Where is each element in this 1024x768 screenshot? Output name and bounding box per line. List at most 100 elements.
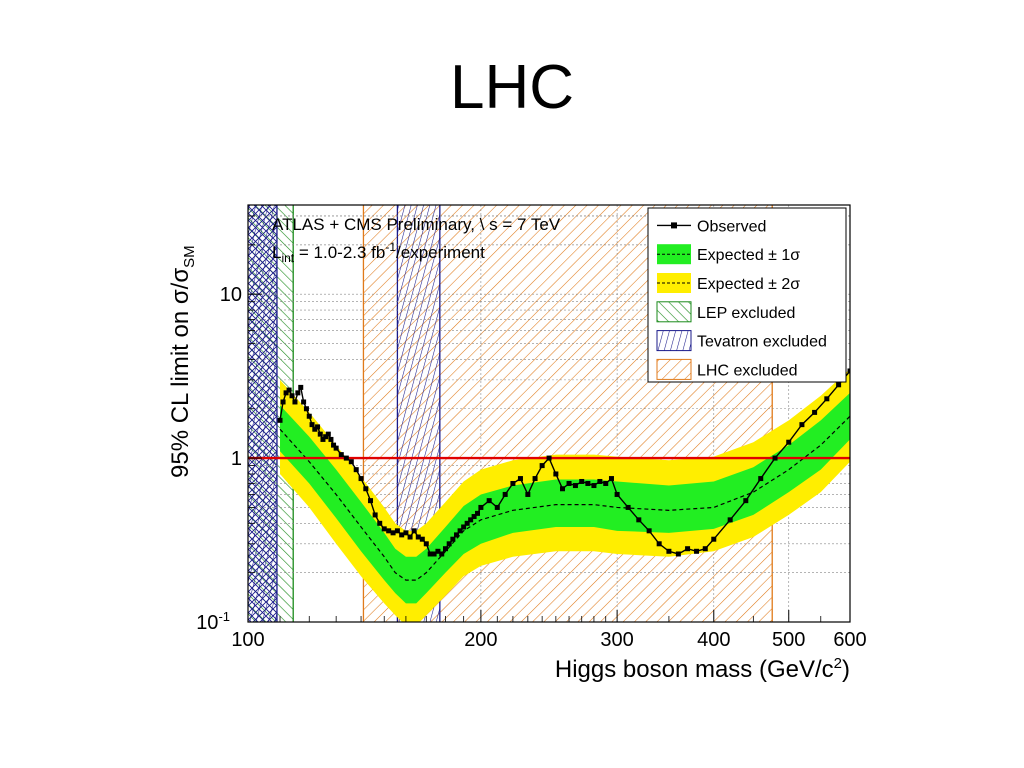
y-axis-label: 95% CL limit on σ/σSM xyxy=(167,245,198,478)
lumi-symbol: L xyxy=(272,243,281,262)
observed-point xyxy=(591,483,597,489)
legend-swatch-tev xyxy=(656,330,692,352)
observed-point xyxy=(461,524,467,530)
observed-point xyxy=(666,548,672,554)
observed-point xyxy=(646,528,652,534)
observed-point xyxy=(625,504,631,510)
observed-point xyxy=(711,536,717,542)
legend-label: LEP excluded xyxy=(697,305,795,322)
observed-point xyxy=(431,551,437,557)
legend-swatch-lep xyxy=(656,301,692,323)
lumi-exponent: -1 xyxy=(385,240,396,254)
observed-point xyxy=(553,471,559,477)
observed-point xyxy=(572,483,578,489)
observed-point xyxy=(295,390,301,396)
x-tick-label: 200 xyxy=(464,629,497,651)
observed-point xyxy=(280,399,286,405)
observed-point xyxy=(298,384,304,390)
y-axis-label-main: 95% CL limit on σ/σ xyxy=(167,268,194,478)
observed-point xyxy=(836,382,842,388)
observed-point xyxy=(323,434,329,440)
lumi-subscript: int xyxy=(281,251,294,265)
observed-point xyxy=(306,413,312,419)
plot-frame xyxy=(247,204,851,623)
x-tick-label: 400 xyxy=(697,629,730,651)
observed-point xyxy=(390,530,396,536)
observed-point xyxy=(343,455,349,461)
observed-point xyxy=(702,546,708,552)
observed-point xyxy=(423,541,429,547)
observed-point xyxy=(494,504,500,510)
observed-point xyxy=(439,551,445,557)
legend-label: Observed xyxy=(697,218,766,235)
observed-point xyxy=(468,517,474,523)
expected-1sigma-band xyxy=(280,392,850,604)
observed-point xyxy=(320,436,326,442)
observed-point xyxy=(579,478,585,484)
observed-point xyxy=(614,491,620,497)
observed-point xyxy=(446,541,452,547)
y-axis-label-sub: SM xyxy=(181,245,198,268)
observed-point xyxy=(419,536,425,542)
observed-point xyxy=(386,528,392,534)
observed-point xyxy=(517,476,523,482)
observed-point xyxy=(772,455,778,461)
observed-point xyxy=(743,498,749,504)
observed-point xyxy=(363,486,369,492)
observed-point xyxy=(566,480,572,486)
observed-point xyxy=(394,528,400,534)
observed-point xyxy=(510,480,516,486)
x-axis-label: Higgs boson mass (GeV/c2) xyxy=(555,655,850,683)
observed-point xyxy=(353,467,359,473)
observed-point xyxy=(608,476,614,482)
observed-point xyxy=(372,512,378,518)
excluded-region-tev-cross xyxy=(248,205,277,622)
observed-point xyxy=(532,476,538,482)
legend-swatch-observed-marker xyxy=(671,222,677,229)
observed-point xyxy=(475,510,481,516)
lumi-unit: /experiment xyxy=(396,243,485,262)
observed-point xyxy=(675,551,681,557)
y-tick-label: 10-1 xyxy=(196,609,230,634)
observed-point xyxy=(597,478,603,484)
observed-point xyxy=(283,390,289,396)
observed-point xyxy=(333,445,339,451)
observed-point xyxy=(403,530,409,536)
legend-label: LHC excluded xyxy=(697,362,798,379)
observed-point xyxy=(560,486,566,492)
observed-point xyxy=(286,387,292,393)
observed-point xyxy=(457,528,463,534)
observed-point xyxy=(435,548,441,554)
observed-point xyxy=(486,498,492,504)
observed-point xyxy=(348,459,354,465)
observed-point xyxy=(415,534,421,540)
observed-point xyxy=(656,541,662,547)
x-tick-label: 600 xyxy=(833,629,866,651)
observed-point xyxy=(824,396,830,402)
observed-point xyxy=(812,409,818,415)
observed-point xyxy=(471,514,477,520)
observed-point xyxy=(786,439,792,445)
observed-point xyxy=(292,399,298,405)
observed-point xyxy=(427,551,433,557)
x-axis-label-close: ) xyxy=(842,656,850,683)
x-tick-label: 300 xyxy=(600,629,633,651)
observed-point xyxy=(694,548,700,554)
observed-point xyxy=(478,504,484,510)
observed-point xyxy=(301,399,307,405)
x-tick-label: 500 xyxy=(772,629,805,651)
observed-point xyxy=(585,480,591,486)
observed-point xyxy=(454,532,460,538)
x-axis-label-main: Higgs boson mass (GeV/c xyxy=(555,656,834,683)
observed-point xyxy=(450,536,456,542)
chart-header-line2: Lint = 1.0-2.3 fb-1/experiment xyxy=(272,240,485,265)
observed-point xyxy=(685,546,691,552)
observed-point xyxy=(464,520,470,526)
legend-box xyxy=(647,207,847,383)
legend-label: Tevatron excluded xyxy=(697,334,827,351)
observed-point xyxy=(317,431,323,437)
observed-point xyxy=(328,436,334,442)
observed-point xyxy=(309,422,315,428)
observed-point xyxy=(338,452,344,458)
